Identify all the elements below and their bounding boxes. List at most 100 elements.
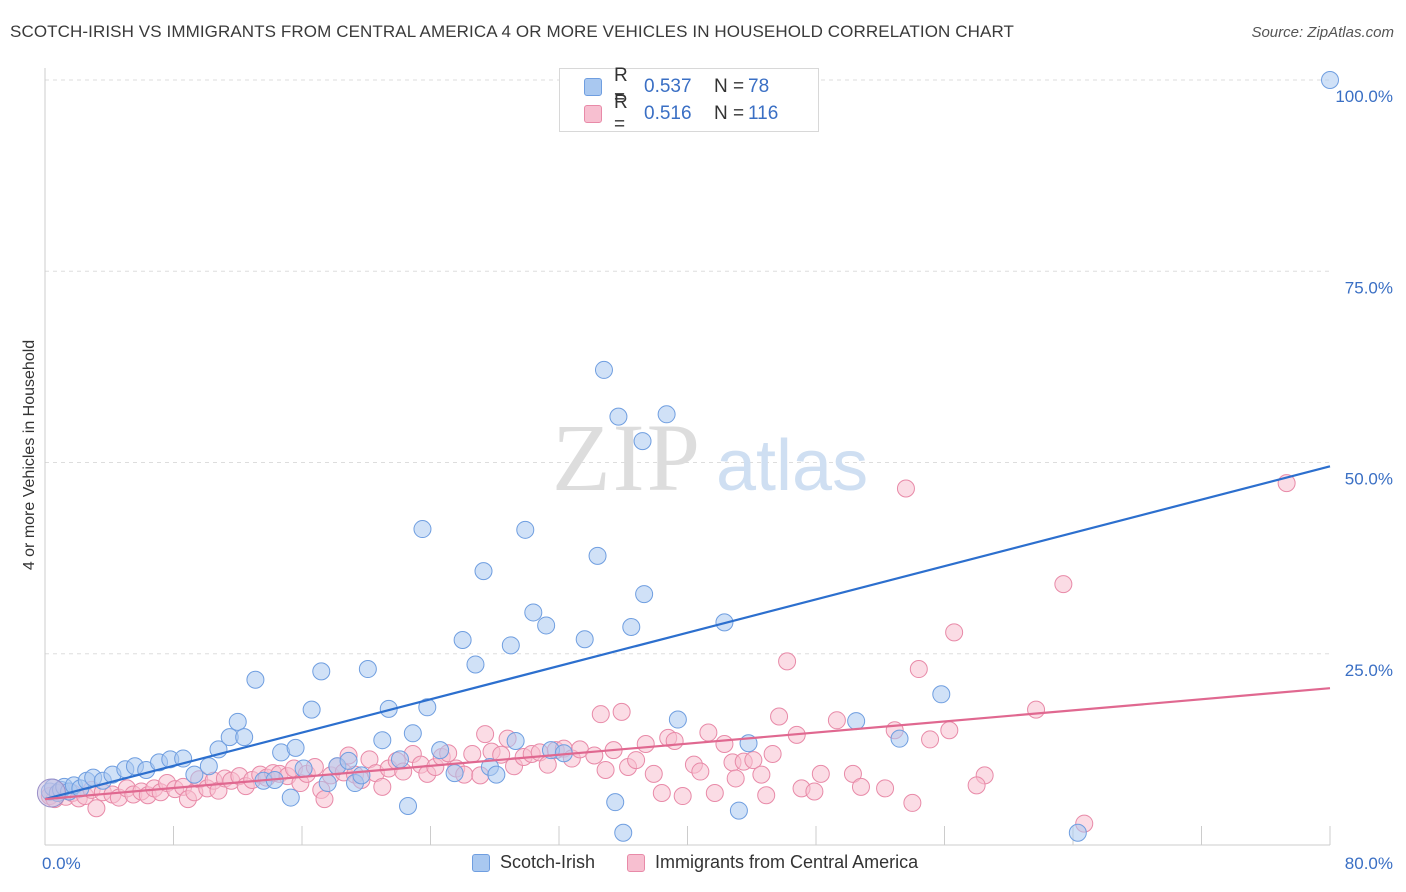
scotch-irish-point (635, 585, 654, 604)
scotch-irish-point (847, 712, 866, 731)
central-america-point (1054, 575, 1073, 594)
central-america-point (652, 783, 671, 802)
scotch-irish-point (614, 823, 633, 842)
scotch-irish-point (524, 603, 543, 622)
central-america-point (763, 744, 782, 763)
scotch-irish-point (537, 616, 556, 635)
source-label: Source: ZipAtlas.com (1251, 24, 1394, 41)
central-america-point (373, 777, 392, 796)
central-america-point (463, 744, 482, 763)
watermark-atlas: atlas (716, 426, 868, 506)
legend-r-value: 0.537 (644, 76, 692, 97)
central-america-point (843, 764, 862, 783)
scotch-irish-point (506, 731, 525, 750)
scotch-irish-point (1068, 823, 1087, 842)
scotch-irish-point (399, 796, 418, 815)
scotch-irish-point (575, 630, 594, 649)
scotch-irish-point (352, 766, 371, 785)
scotch-irish-point (466, 655, 485, 674)
central-america-point (612, 702, 631, 721)
legend-n-label: N = (714, 103, 745, 124)
scotch-irish-point (403, 724, 422, 743)
grid-lines (45, 79, 1330, 655)
origin-cluster-point (36, 778, 66, 808)
central-america-point (903, 793, 922, 812)
scotch-irish-point (445, 764, 464, 783)
correlation-legend: R = 0.537 N = 78 R = 0.516 N = 116 (559, 65, 819, 135)
scotch-irish-point (657, 405, 676, 424)
legend-r-label: R = (614, 92, 628, 135)
scotch-irish-point (729, 801, 748, 820)
scotch-irish-trend-line (44, 465, 1331, 801)
central-america-point (744, 751, 763, 770)
scotch-irish-point (318, 774, 337, 793)
scotch-irish-point (413, 520, 432, 539)
central-america-point (726, 769, 745, 788)
central-america-point (715, 735, 734, 754)
scotch-irish-point (487, 765, 506, 784)
central-america-point (691, 762, 710, 781)
scotch-irish-point (668, 710, 687, 729)
trend-lines (44, 465, 1331, 801)
central-america-point (644, 764, 663, 783)
scotch-irish-point (199, 757, 218, 776)
scotch-irish-point (431, 741, 450, 760)
scotch-irish-point (373, 731, 392, 750)
watermark: ZIP atlas (552, 404, 868, 511)
scotch-irish-point (390, 750, 409, 769)
scotch-irish-point (622, 617, 641, 636)
scotch-irish-point (633, 432, 652, 451)
scotch-irish-point (281, 788, 300, 807)
central-america-point (940, 721, 959, 740)
central-america-point (967, 776, 986, 795)
legend-n-label: N = (714, 76, 745, 97)
central-america-point (851, 777, 870, 796)
central-america-point (876, 779, 895, 798)
scotch-irish-point (594, 360, 613, 379)
chart-title: SCOTCH-IRISH VS IMMIGRANTS FROM CENTRAL … (10, 22, 1015, 41)
central-america-point (315, 790, 334, 809)
scotch-irish-point (228, 712, 247, 731)
y-tick-label: 75.0% (1345, 278, 1393, 297)
central-america-point (757, 786, 776, 805)
scotch-irish-point (358, 660, 377, 679)
data-points (36, 71, 1339, 842)
central-america-point (596, 761, 615, 780)
x-tick-label: 0.0% (42, 854, 81, 873)
central-america-point (921, 730, 940, 749)
central-america-point (665, 731, 684, 750)
scotch-irish-point (606, 793, 625, 812)
central-america-point (752, 765, 771, 784)
scotch-irish-point (588, 546, 607, 565)
y-axis-label: 4 or more Vehicles in Household (21, 339, 38, 571)
scotch-irish-point (418, 698, 437, 717)
legend-item-central-america: Immigrants from Central America (627, 852, 918, 873)
central-america-point (627, 751, 646, 770)
central-america-point (585, 746, 604, 765)
legend-swatch-scotch-irish (584, 78, 602, 96)
central-america-point (778, 652, 797, 671)
central-america-point (87, 799, 106, 818)
scotch-irish-point (609, 407, 628, 426)
scotch-irish-point (294, 759, 313, 778)
scotch-irish-point (516, 520, 535, 539)
series-legend: Scotch-Irish Immigrants from Central Ame… (472, 852, 950, 873)
central-america-point (909, 660, 928, 679)
scotch-irish-point (453, 630, 472, 649)
legend-item-scotch-irish: Scotch-Irish (472, 852, 595, 873)
scotch-irish-point (932, 685, 951, 704)
central-america-point (770, 707, 789, 726)
scotch-irish-point (1321, 71, 1339, 89)
central-america-trend-line (44, 687, 1331, 801)
central-america-point (827, 711, 846, 730)
central-america-point (811, 764, 830, 783)
scotch-irish-point (235, 728, 254, 747)
central-america-point (705, 783, 724, 802)
legend-r-value: 0.516 (644, 103, 692, 124)
central-america-point (805, 782, 824, 801)
central-america-point (636, 735, 655, 754)
scotch-irish-point (339, 751, 358, 770)
x-tick-label: 80.0% (1345, 854, 1393, 873)
scotch-irish-point (185, 765, 204, 784)
